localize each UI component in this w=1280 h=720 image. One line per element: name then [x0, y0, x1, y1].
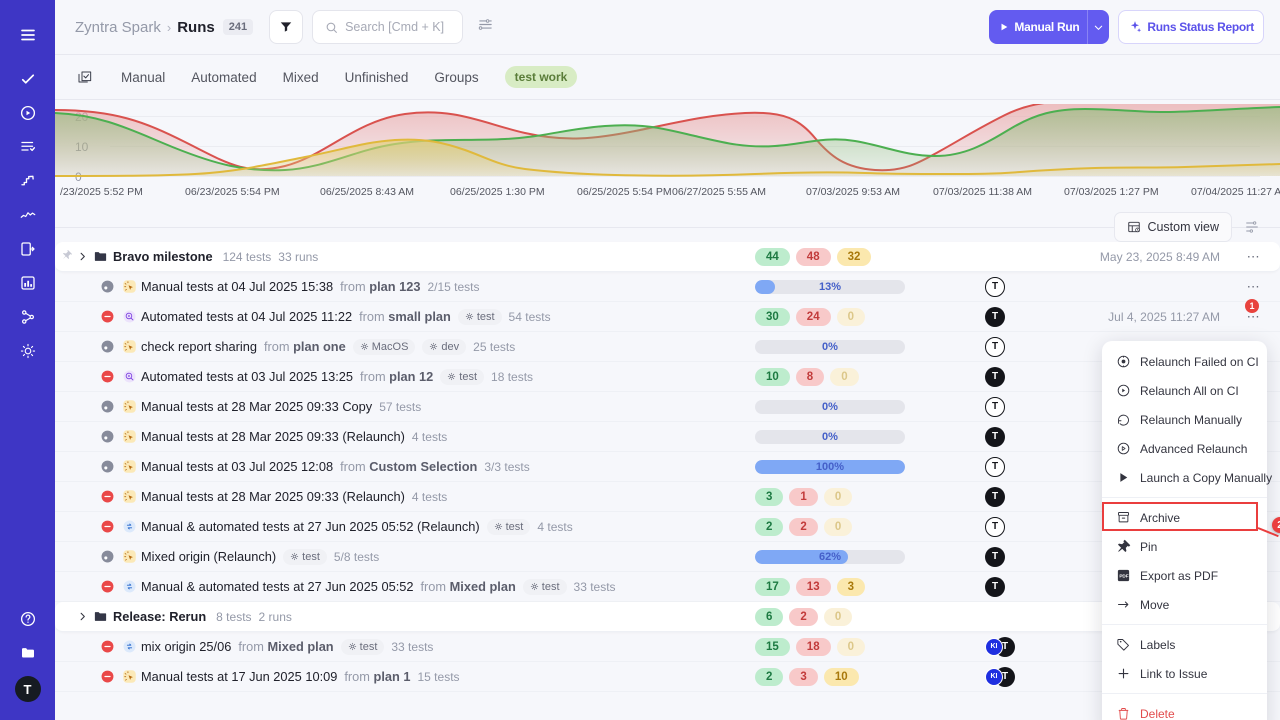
svg-text:PDF: PDF	[1119, 574, 1128, 579]
